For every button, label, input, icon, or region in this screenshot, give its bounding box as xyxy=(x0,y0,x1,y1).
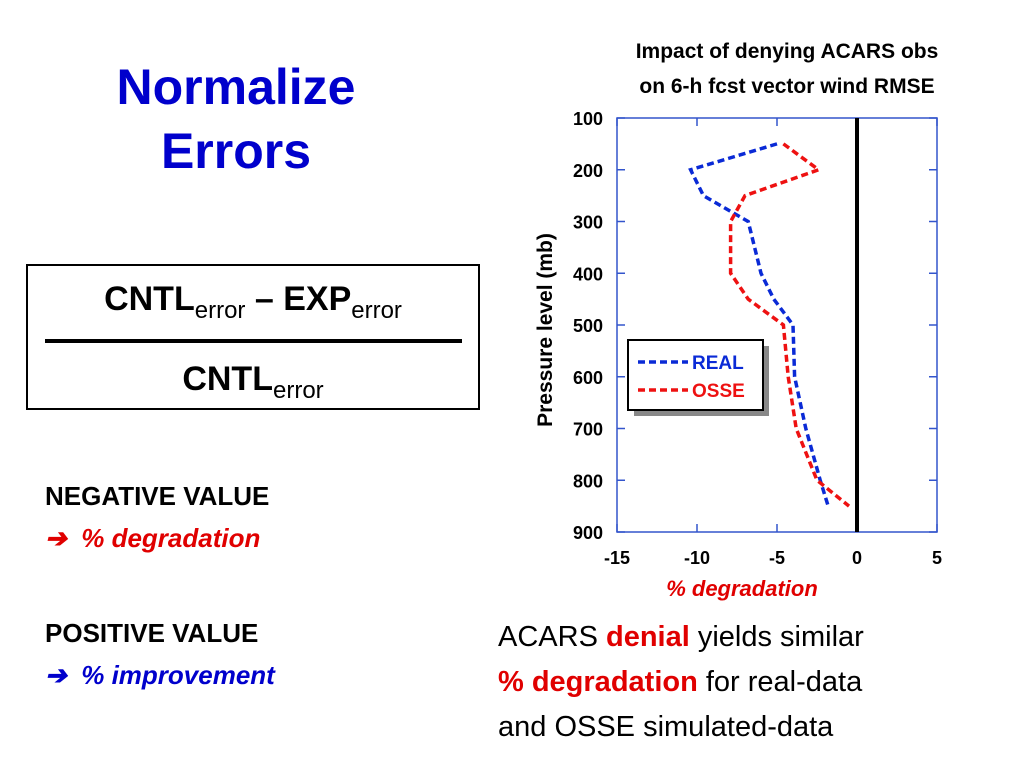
formula-box xyxy=(26,264,480,410)
x-tick-label: 0 xyxy=(852,548,862,568)
formula-text: CNTL xyxy=(182,360,273,398)
formula-text: – EXP xyxy=(245,280,351,318)
y-tick-label: 100 xyxy=(573,109,603,129)
chart-title: Impact of denying ACARS obs xyxy=(636,40,939,63)
summary-line: ACARS denial yields similar xyxy=(498,621,864,653)
formula-text: CNTL xyxy=(104,280,195,318)
x-tick-label: -10 xyxy=(684,548,710,568)
series-line xyxy=(728,142,851,508)
plot-frame xyxy=(616,117,938,533)
summary-run: for real-data xyxy=(698,666,863,698)
note-meaning: ➔ % degradation xyxy=(45,523,260,553)
chart: Impact of denying ACARS obs on 6-h fcst v… xyxy=(534,40,942,601)
y-tick-label: 900 xyxy=(573,523,603,543)
y-tick-label: 200 xyxy=(573,161,603,181)
summary-run: ACARS xyxy=(498,621,606,653)
title-line: Normalize xyxy=(117,59,356,115)
note-meaning: ➔ % improvement xyxy=(45,660,276,690)
legend xyxy=(627,339,764,411)
y-tick-label: 300 xyxy=(573,213,603,233)
formula-subscript: error xyxy=(351,297,402,324)
y-tick-label: 800 xyxy=(573,471,603,491)
notes: NEGATIVE VALUE ➔ % degradation POSITIVE VA… xyxy=(45,481,276,690)
summary-line: and OSSE simulated-data xyxy=(498,711,834,743)
formula-numerator: CNTLerror – EXPerror xyxy=(104,280,402,324)
x-tick-label: 5 xyxy=(932,548,942,568)
summary-run: % degradation xyxy=(498,666,698,698)
summary-run: and OSSE simulated-data xyxy=(498,711,834,743)
chart-title: on 6-h fcst vector wind RMSE xyxy=(639,75,934,98)
note-heading: POSITIVE VALUE xyxy=(45,618,258,648)
summary-run: denial xyxy=(606,621,690,653)
title-line: Errors xyxy=(161,123,311,179)
note-heading: NEGATIVE VALUE xyxy=(45,481,269,511)
x-tick-label: -15 xyxy=(604,548,630,568)
y-tick-label: 600 xyxy=(573,368,603,388)
legend-label: REAL xyxy=(692,353,744,374)
y-tick-label: 400 xyxy=(573,264,603,284)
series-line xyxy=(688,142,830,507)
formula-subscript: error xyxy=(195,297,246,324)
legend-label: OSSE xyxy=(692,381,745,402)
formula-denominator: CNTLerror xyxy=(182,360,323,404)
slide-title: Normalize Errors xyxy=(117,59,356,179)
y-tick-label: 700 xyxy=(573,420,603,440)
summary-line: % degradation for real-data xyxy=(498,666,863,698)
y-axis-label: Pressure level (mb) xyxy=(534,233,557,427)
y-tick-label: 500 xyxy=(573,316,603,336)
x-tick-label: -5 xyxy=(769,548,785,568)
summary-run: yields similar xyxy=(690,621,864,653)
formula-subscript: error xyxy=(273,377,324,404)
x-axis-label: % degradation xyxy=(666,576,818,601)
summary: ACARS denial yields similar % degradation… xyxy=(498,621,864,743)
